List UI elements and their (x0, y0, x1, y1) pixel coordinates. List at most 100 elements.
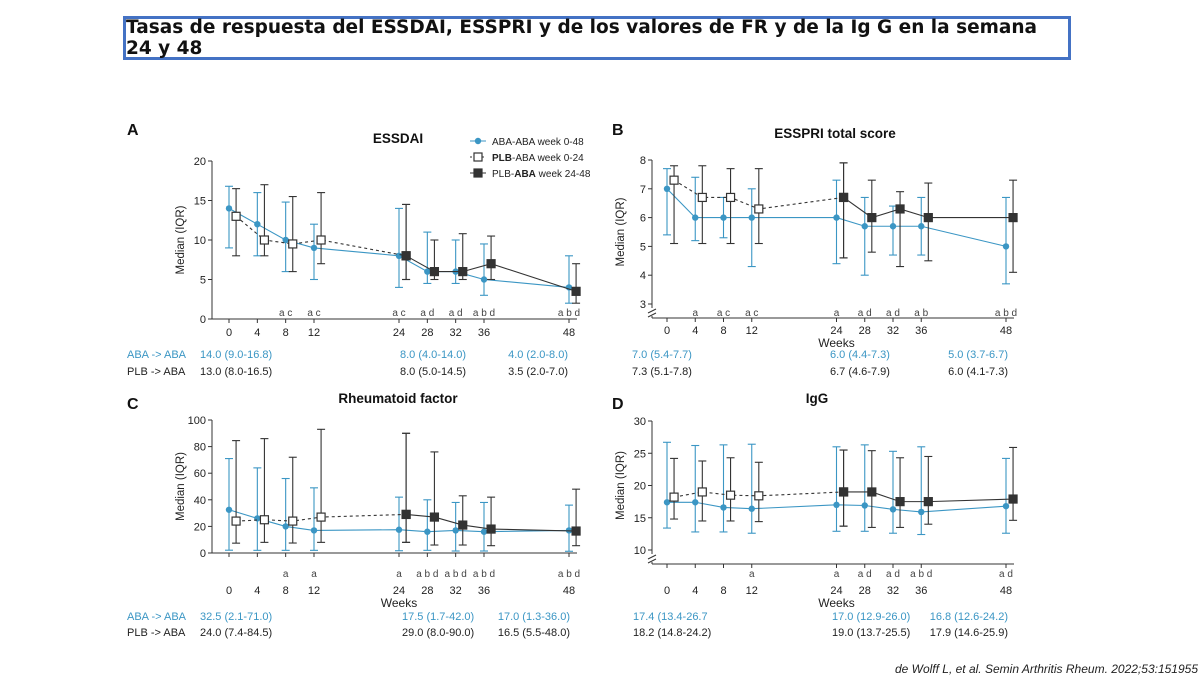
data-point (401, 509, 411, 520)
data-point (282, 236, 289, 244)
significance-letters: a b d (995, 308, 1017, 319)
significance-letters: a (692, 308, 698, 319)
legend: ABA-ABA week 0-48 PLB-ABA week 0-24 PLB-AB… (470, 137, 591, 180)
data-point (231, 516, 241, 526)
data-point (231, 211, 241, 221)
data-point (259, 515, 270, 525)
significance-letters: a b d (473, 308, 495, 319)
data-point (310, 527, 318, 534)
significance-letters: a b (914, 308, 928, 319)
significance-letters: a b d (558, 569, 580, 580)
data-point (395, 526, 403, 533)
data-point (429, 512, 440, 522)
citation: de Wolff L, et al. Semin Arthritis Rheum… (894, 662, 1198, 676)
data-point (833, 214, 840, 221)
data-point (663, 185, 671, 192)
data-point (861, 223, 868, 230)
y-tick-label: 3 (640, 299, 646, 311)
summary-aba-value: 6.0 (4.4-7.3) (830, 349, 890, 361)
data-point (316, 235, 326, 245)
y-axis-label: Median (IQR) (615, 197, 627, 266)
y-axis-label: Median (IQR) (175, 205, 187, 274)
y-tick-label: 15 (634, 513, 646, 525)
x-tick-label: 4 (692, 325, 698, 337)
significance-letters: a c (307, 308, 320, 319)
summary-plb-value: 3.5 (2.0-7.0) (508, 366, 568, 378)
data-point (1002, 502, 1010, 510)
data-point (429, 267, 440, 277)
summary-plb-label: PLB -> ABA (127, 627, 186, 639)
significance-letters: a b d (445, 569, 467, 580)
y-tick-label: 25 (634, 448, 646, 460)
summary-aba-value: 17.0 (1.3-36.0) (498, 611, 570, 623)
page-title: Tasas de respuesta del ESSDAI, ESSPRI y … (126, 17, 1038, 59)
x-tick-label: 48 (1000, 585, 1012, 597)
y-tick-label: 5 (640, 241, 646, 253)
x-tick-label: 12 (308, 585, 320, 597)
panel-letter: D (612, 396, 624, 413)
series-plb-aba-24-48 (401, 432, 581, 547)
y-axis-label: Median (IQR) (175, 452, 187, 521)
x-tick-label: 36 (478, 585, 490, 597)
data-point (697, 192, 707, 203)
summary-plb-value: 29.0 (8.0-90.0) (402, 627, 474, 639)
x-tick-label: 24 (393, 585, 405, 597)
significance-letters: a b d (558, 308, 580, 319)
significance-letters: a (834, 569, 840, 580)
data-point (486, 259, 496, 269)
summary-plb-label: PLB -> ABA (127, 366, 186, 378)
legend-label: ABA-ABA week 0-48 (492, 137, 584, 148)
y-tick-label: 40 (194, 495, 206, 507)
data-point (458, 267, 468, 277)
x-tick-label: 12 (308, 327, 320, 339)
axis-break (647, 308, 657, 318)
x-tick-label: 0 (226, 585, 232, 597)
data-point (424, 528, 431, 535)
panel-letter: C (127, 396, 139, 413)
series-line (673, 491, 844, 498)
data-point (225, 205, 233, 212)
x-tick-label: 12 (746, 585, 758, 597)
data-point (395, 252, 403, 259)
summary-aba-value: 32.5 (2.1-71.0) (200, 611, 272, 623)
legend-label: PLB-ABA week 0-24 (492, 153, 584, 164)
summary-aba-label: ABA -> ABA (127, 611, 187, 623)
panel-title: Rheumatoid factor (338, 391, 458, 406)
data-point (895, 497, 905, 507)
summary-plb-value: 18.2 (14.8-24.2) (633, 627, 711, 639)
summary-plb-value: 19.0 (13.7-25.5) (832, 627, 910, 639)
data-point (838, 487, 849, 497)
y-tick-label: 15 (194, 196, 206, 208)
x-tick-label: 32 (450, 585, 462, 597)
legend-marker (473, 152, 483, 162)
y-tick-label: 0 (200, 314, 206, 326)
summary-aba-label: ABA -> ABA (127, 349, 187, 361)
data-point (918, 508, 925, 516)
data-point (692, 214, 699, 221)
data-point (867, 487, 877, 497)
data-point (923, 213, 933, 223)
data-point (259, 235, 270, 245)
summary-plb-value: 6.7 (4.6-7.9) (830, 366, 890, 378)
summary-plb-value: 6.0 (4.1-7.3) (948, 366, 1008, 378)
significance-letters: a (311, 569, 317, 580)
summary-aba-value: 7.0 (5.4-7.7) (632, 349, 692, 361)
x-tick-label: 4 (692, 585, 698, 597)
data-point (458, 520, 468, 530)
significance-letters: a d (858, 569, 872, 580)
significance-letters: a b d (416, 569, 438, 580)
data-point (669, 492, 679, 502)
series-aba-aba (663, 441, 1010, 536)
summary-plb-value: 13.0 (8.0-16.5) (200, 366, 272, 378)
y-axis-label: Median (IQR) (615, 451, 627, 520)
summary-aba-value: 4.0 (2.0-8.0) (508, 349, 568, 361)
significance-letters: a c (717, 308, 730, 319)
y-tick-label: 4 (640, 270, 646, 282)
y-tick-label: 0 (200, 548, 206, 560)
data-point (1008, 213, 1018, 223)
series-plb-aba-24-48 (838, 162, 1018, 273)
